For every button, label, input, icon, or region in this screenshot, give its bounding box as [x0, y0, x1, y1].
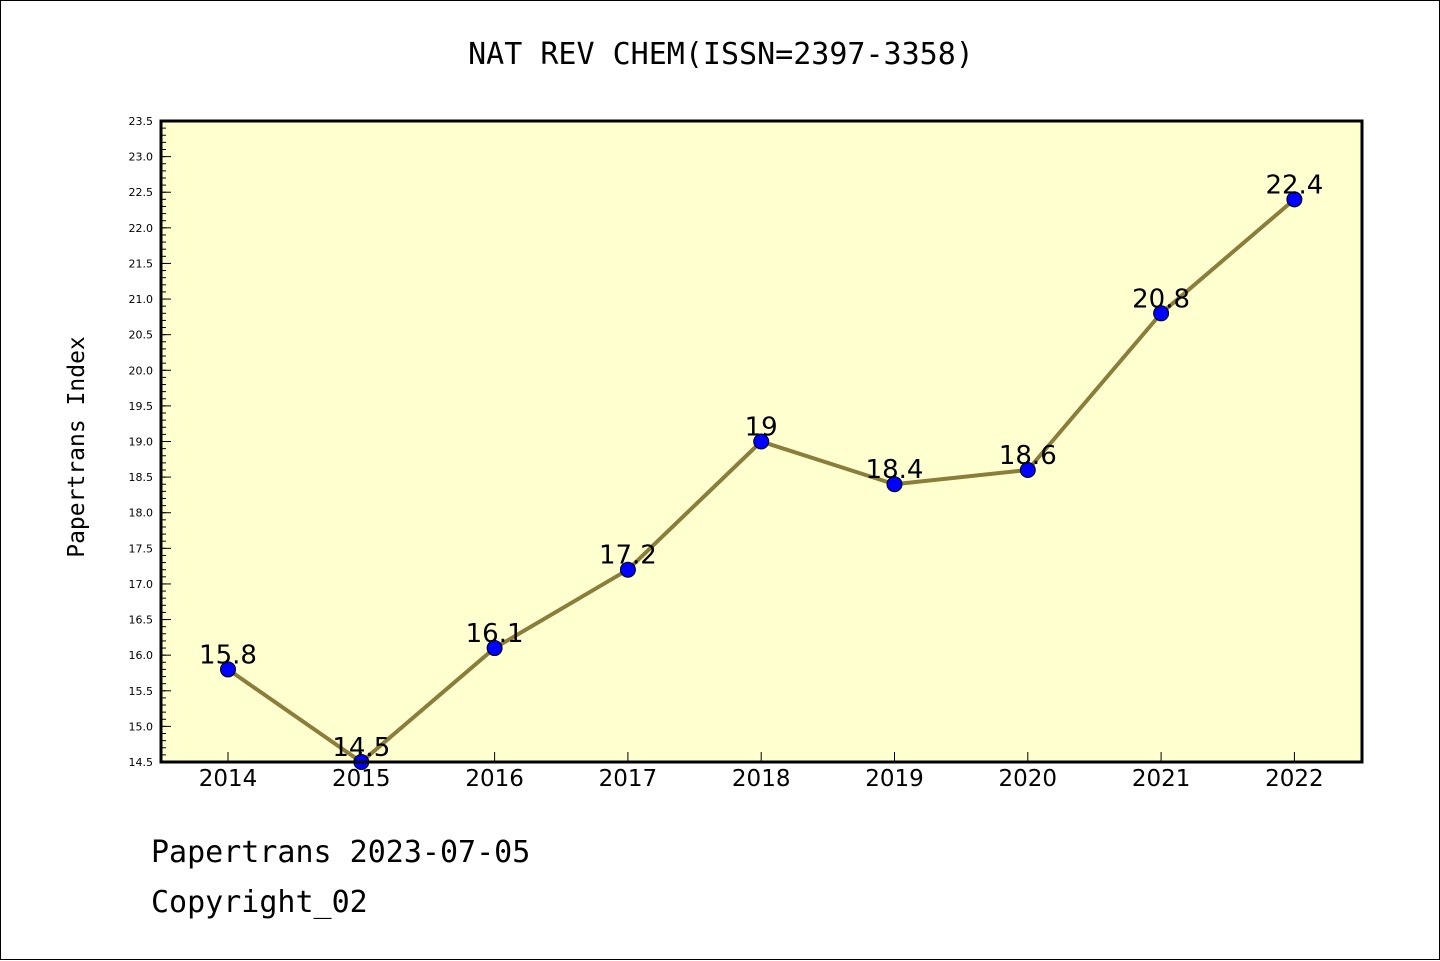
- data-point-marker: [886, 476, 903, 493]
- data-point-marker: [220, 661, 236, 678]
- data-label: 18.4: [866, 455, 924, 485]
- y-tick-label: 22.0: [129, 222, 154, 235]
- data-label: 19: [745, 413, 778, 443]
- x-tick-label: 2014: [199, 766, 258, 792]
- data-label: 20.8: [1132, 284, 1190, 314]
- x-tick-label: 2016: [465, 766, 524, 792]
- chart-title: NAT REV CHEM(ISSN=2397-3358): [468, 37, 974, 72]
- y-tick-label: 14.5: [129, 756, 154, 769]
- y-tick-label: 20.0: [129, 364, 154, 377]
- x-tick-label: 2019: [865, 766, 924, 792]
- y-tick-label: 20.5: [129, 329, 154, 342]
- x-tick-label: 2020: [999, 766, 1058, 792]
- x-ticks: 2014 2015 2016 2017 2018 2019 2020 2021 2022: [199, 752, 1324, 792]
- data-label: 18.6: [999, 441, 1057, 471]
- data-point-marker: [619, 561, 636, 578]
- data-point-marker: [753, 433, 770, 450]
- y-tick-label: 19.5: [129, 400, 154, 413]
- x-tick-label: 2021: [1132, 766, 1191, 792]
- data-point-marker: [1153, 305, 1170, 322]
- y-ticks: 14.5 15.0 15.5 16.0 16.5 17.0 17.5 18.0 18.5 19.0…: [129, 115, 171, 769]
- plot-border: [159, 119, 1364, 764]
- y-tick-label: 18.0: [129, 507, 154, 520]
- y-tick-label: 21.0: [129, 293, 154, 306]
- x-tick-label: 2015: [332, 766, 391, 792]
- markers-group: [220, 191, 1303, 770]
- x-tick-label: 2022: [1265, 766, 1324, 792]
- y-tick-label: 17.5: [129, 542, 154, 555]
- y-tick-label: 21.5: [129, 257, 154, 270]
- data-point-marker: [486, 640, 503, 657]
- footer-copyright: Copyright_02: [151, 885, 368, 920]
- y-tick-label: 19.0: [129, 436, 154, 449]
- y-tick-label: 15.0: [129, 720, 154, 733]
- data-point-marker: [1286, 191, 1303, 208]
- data-label: 14.5: [332, 733, 390, 763]
- data-point-marker: [1019, 461, 1036, 478]
- y-tick-label: 16.0: [129, 649, 154, 662]
- data-label: 15.8: [199, 640, 257, 670]
- x-tick-label: 2017: [599, 766, 658, 792]
- y-tick-label: 23.5: [129, 115, 154, 128]
- y-tick-label: 17.0: [129, 578, 154, 591]
- data-labels-group: 15.8 14.5 16.1 17.2 19 18.4 18.6 20.8 22.4: [199, 170, 1323, 763]
- y-tick-label: 18.5: [129, 471, 154, 484]
- data-label: 22.4: [1265, 170, 1323, 200]
- y-tick-label: 15.5: [129, 685, 154, 698]
- y-tick-label: 16.5: [129, 614, 154, 627]
- footer-date: Papertrans 2023-07-05: [151, 835, 531, 870]
- data-label: 16.1: [466, 619, 524, 649]
- x-tick-label: 2018: [732, 766, 791, 792]
- data-label: 17.2: [599, 541, 657, 571]
- y-tick-label: 22.5: [129, 186, 154, 199]
- y-tick-label: 23.0: [129, 151, 154, 164]
